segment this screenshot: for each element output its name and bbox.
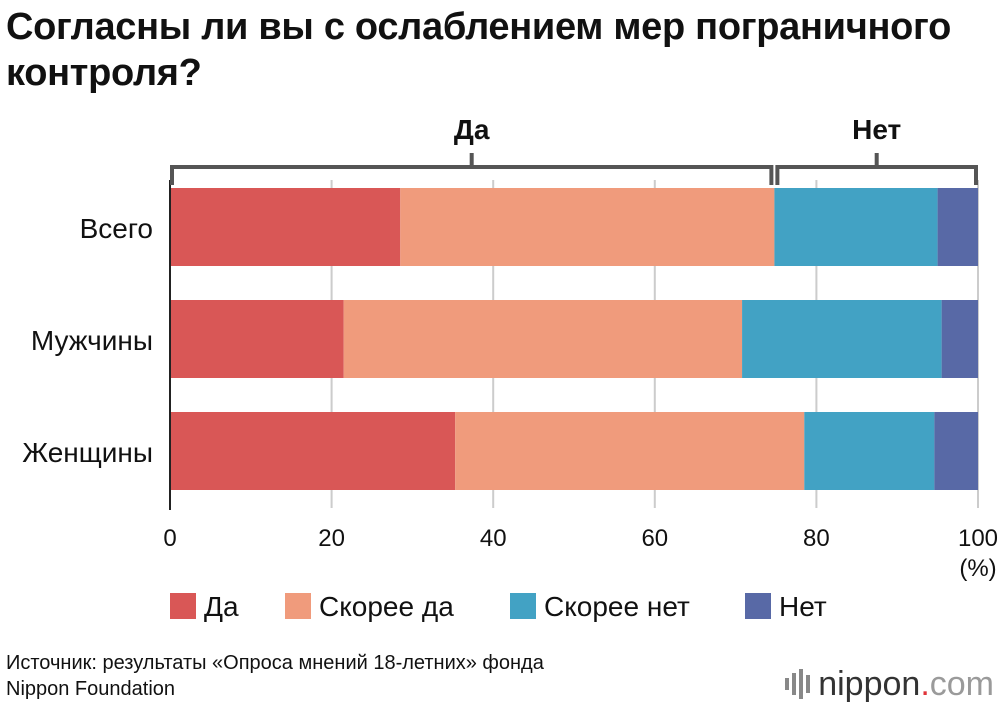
group-bracket-2: [775, 165, 978, 185]
bar-1-1: [170, 188, 401, 266]
x-tick-label-40: 40: [480, 525, 507, 552]
legend-swatch-4: [745, 593, 771, 619]
legend-swatch-2: [285, 593, 311, 619]
logo-tld: com: [929, 664, 994, 703]
category-label-3: Женщины: [22, 437, 153, 468]
chart-title: Согласны ли вы с ослаблением мер пограни…: [6, 6, 951, 94]
bar-2-4: [941, 300, 978, 378]
nippon-logo: nippon. com: [785, 664, 994, 704]
bar-3-3: [804, 412, 935, 490]
bar-3-1: [170, 412, 456, 490]
bar-2-2: [343, 300, 743, 378]
x-tick-label-20: 20: [318, 525, 345, 552]
bar-1-3: [774, 188, 938, 266]
bar-1-4: [937, 188, 978, 266]
bar-2-3: [742, 300, 942, 378]
x-tick-label-0: 0: [163, 525, 176, 552]
logo-bars-icon: [785, 669, 811, 699]
group-bracket-1: [170, 165, 774, 185]
legend-label-1: Да: [204, 591, 239, 622]
source-line-2: Nippon Foundation: [6, 678, 176, 700]
x-tick-label-100: 100: [958, 525, 998, 552]
source-line-1: Источник: результаты «Опроса мнений 18-л…: [6, 652, 544, 674]
bar-3-4: [934, 412, 978, 490]
group-label-2: Нет: [852, 114, 901, 145]
logo-dot: .: [920, 664, 930, 703]
category-label-2: Мужчины: [31, 325, 153, 356]
stacked-bar-chart: Всего Мужчины Женщины 0 20 40 60 80 100 (%) Да Нет Д…: [22, 114, 998, 622]
bar-3-2: [455, 412, 805, 490]
bar-2-1: [170, 300, 344, 378]
legend-label-2: Скорее да: [319, 591, 454, 622]
x-unit-label: (%): [959, 555, 996, 582]
category-label-1: Всего: [80, 213, 153, 244]
legend-label-3: Скорее нет: [544, 591, 690, 622]
source-note: Источник: результаты «Опроса мнений 18-л…: [6, 650, 544, 702]
legend-label-4: Нет: [779, 591, 827, 622]
legend-swatch-1: [170, 593, 196, 619]
logo-name: nippon: [818, 664, 921, 703]
x-tick-label-80: 80: [803, 525, 830, 552]
bar-1-2: [400, 188, 775, 266]
x-tick-label-60: 60: [641, 525, 668, 552]
legend-swatch-3: [510, 593, 536, 619]
group-label-1: Да: [454, 114, 490, 145]
